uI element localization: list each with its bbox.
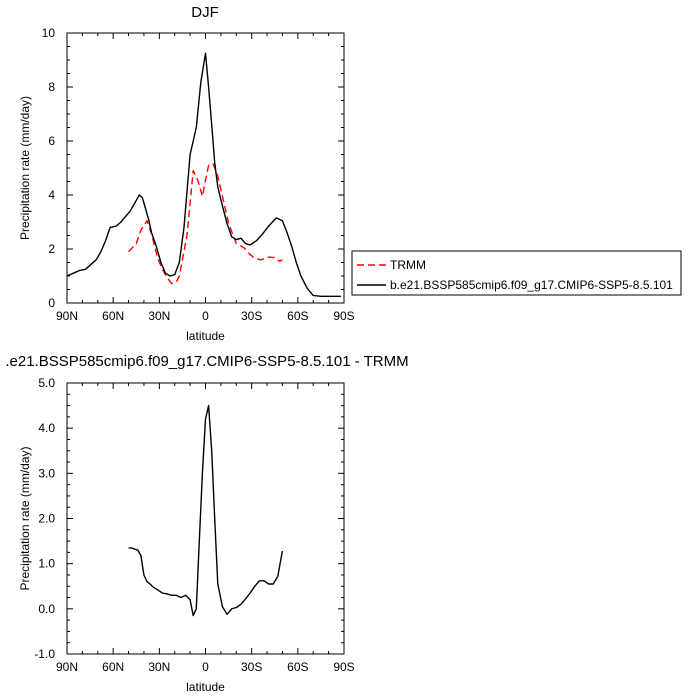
series-line-2 [66, 52, 341, 297]
plot-frame [66, 32, 345, 304]
legend-label-2: b.e21.BSSP585cmip6.f09_g17.CMIP6-SSP5-8.… [390, 278, 673, 292]
x-tick-label: 60S [287, 309, 308, 323]
y-axis-label: Precipitation rate (mm/day) [18, 446, 32, 590]
x-tick-label: 90N [56, 660, 78, 674]
series-line-1 [128, 404, 284, 617]
x-tick-label: 60N [102, 660, 124, 674]
x-tick-label: 30S [241, 309, 262, 323]
y-tick-label: 5.0 [38, 376, 55, 390]
y-tick-label: -1.0 [34, 647, 55, 661]
y-tick-label: 6 [48, 134, 55, 148]
y-tick-label: 2 [48, 242, 55, 256]
x-tick-label: 30N [148, 660, 170, 674]
y-tick-label: 4.0 [38, 421, 55, 435]
series-line-1 [128, 163, 283, 285]
x-tick-label: 90N [56, 309, 78, 323]
y-tick-label: 0 [48, 296, 55, 310]
x-tick-label: 60N [102, 309, 124, 323]
y-tick-label: 10 [42, 26, 56, 40]
x-tick-label: 30S [241, 660, 262, 674]
x-tick-label: 60S [287, 660, 308, 674]
y-axis-label: Precipitation rate (mm/day) [18, 96, 32, 240]
legend-box [351, 250, 682, 296]
x-tick-label: 0 [202, 660, 209, 674]
chart-panel-1: DJF 90N 60N 30N 0 30S 60S 90S 0 2 4 6 8 10 latitude Pre… [18, 4, 355, 343]
chart-title: .e21.BSSP585cmip6.f09_g17.CMIP6-SSP5-8.5… [5, 353, 408, 370]
legend-label-1: TRMM [390, 258, 426, 272]
y-tick-label: 3.0 [38, 466, 55, 480]
x-tick-label: 90S [333, 660, 354, 674]
chart-panel-2: .e21.BSSP585cmip6.f09_g17.CMIP6-SSP5-8.5… [5, 353, 408, 694]
x-tick-label: 0 [202, 309, 209, 323]
x-axis-label: latitude [186, 329, 225, 343]
x-tick-label: 90S [333, 309, 354, 323]
x-tick-label: 30N [148, 309, 170, 323]
legend: TRMM b.e21.BSSP585cmip6.f09_g17.CMIP6-SSP… [351, 250, 682, 296]
y-tick-label: 2.0 [38, 512, 55, 526]
y-tick-label: 1.0 [38, 557, 55, 571]
y-tick-label: 8 [48, 80, 55, 94]
y-tick-label: 0.0 [38, 602, 55, 616]
y-tick-label: 4 [48, 188, 55, 202]
x-axis-label: latitude [186, 680, 225, 694]
chart-title: DJF [191, 4, 219, 21]
